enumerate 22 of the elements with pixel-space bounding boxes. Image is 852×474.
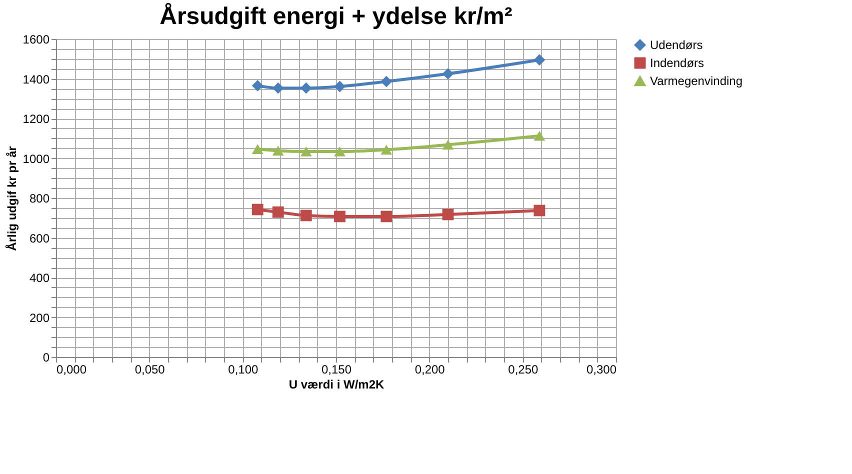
y-tick-label: 1200 bbox=[22, 112, 50, 126]
legend-label: Udendørs bbox=[650, 38, 703, 52]
x-tick-label: 0,150 bbox=[321, 362, 352, 376]
y-tick-label: 1600 bbox=[22, 32, 50, 46]
y-tick-label: 0 bbox=[42, 350, 50, 364]
y-tick-label: 800 bbox=[29, 192, 50, 206]
y-tick-label: 200 bbox=[29, 310, 50, 325]
chart-title: Årsudgift energi + ydelse kr/m² bbox=[160, 2, 512, 30]
x-tick-label: 0,200 bbox=[414, 362, 446, 376]
x-tick-label: 0,250 bbox=[508, 362, 539, 376]
legend-label: Varmegenvinding bbox=[650, 74, 743, 88]
x-tick-label: 0,100 bbox=[228, 362, 259, 376]
x-tick-label: 0,050 bbox=[134, 362, 166, 376]
y-tick-label: 400 bbox=[29, 271, 50, 285]
y-tick-label: 1000 bbox=[22, 152, 50, 166]
x-tick-label: 0,300 bbox=[586, 362, 617, 376]
x-tick-label: 0,000 bbox=[56, 362, 87, 376]
y-tick-label: 1400 bbox=[22, 72, 50, 86]
legend-label: Indendørs bbox=[650, 56, 704, 70]
y-axis-title: Årlig udgif kr pr år bbox=[4, 146, 19, 251]
y-tick-label: 600 bbox=[29, 231, 50, 246]
x-axis-title: U værdi i W/m2K bbox=[288, 378, 385, 392]
